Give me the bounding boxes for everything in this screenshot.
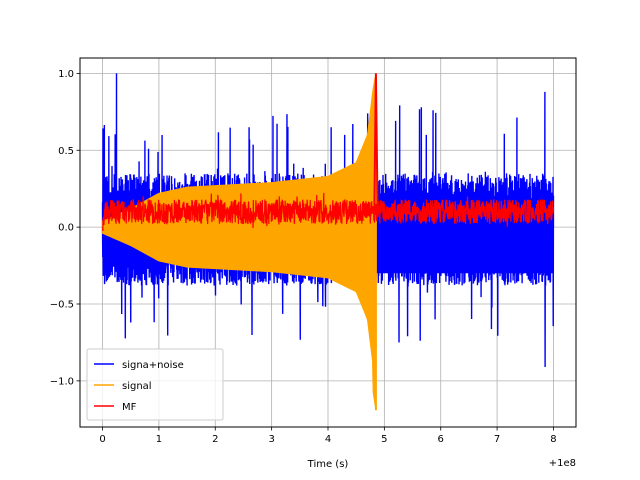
x-tick-label: 7	[494, 434, 500, 445]
legend-box	[86, 348, 224, 421]
plot-area	[101, 73, 555, 411]
x-tick-label: 4	[325, 434, 331, 445]
x-tick-label: 5	[381, 434, 387, 445]
x-tick-label: 0	[99, 434, 105, 445]
legend-label-signal-noise: signa+noise	[122, 360, 184, 371]
y-tick-label: 0.0	[58, 223, 74, 234]
series-line-mf	[101, 192, 555, 231]
x-axis-label: Time (s)	[307, 459, 349, 470]
x-tick-label: 2	[212, 434, 218, 445]
series-band-signal-noise	[375, 227, 554, 274]
legend-label-signal: signal	[122, 381, 152, 392]
axis-ticks: 0 1 2 3 4 5 6 7 8 −1.0 −0.5 0.0 0.5 1.0	[50, 69, 557, 445]
x-offset-label: +1e8	[549, 458, 576, 469]
y-tick-label: −0.5	[50, 300, 74, 311]
series-spike-mf	[373, 73, 379, 220]
x-tick-label: 1	[156, 434, 162, 445]
x-tick-label: 8	[550, 434, 556, 445]
series-fill-signal	[102, 73, 377, 411]
y-tick-label: 1.0	[58, 69, 74, 80]
legend-label-mf: MF	[122, 402, 137, 413]
legend: signa+noise signal MF	[86, 348, 224, 421]
y-tick-label: −1.0	[50, 376, 74, 387]
x-tick-label: 6	[438, 434, 444, 445]
x-tick-label: 3	[268, 434, 274, 445]
y-tick-label: 0.5	[58, 146, 74, 157]
